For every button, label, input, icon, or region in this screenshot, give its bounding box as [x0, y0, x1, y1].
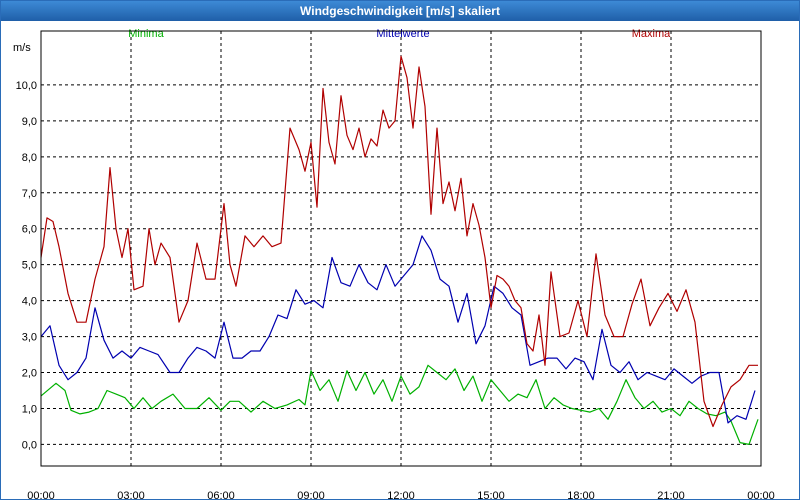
y-axis: m/s 0,0 1,0 2,0 3,0 4,0 5,0 6,0 7,0 8,0 9,0 10,0: [13, 42, 37, 451]
y-tick-label: 9,0: [22, 116, 37, 128]
chart-legend: Minima Mittelwerte Maxima: [128, 28, 671, 40]
x-tick-time: 15:00: [477, 490, 505, 499]
y-tick-label: 7,0: [22, 188, 37, 200]
legend-entry-minima: Minima: [128, 28, 164, 40]
y-tick-label: 8,0: [22, 152, 37, 164]
y-tick-label: 10,0: [16, 80, 37, 92]
y-tick-label: 2,0: [22, 368, 37, 380]
y-tick-label: 4,0: [22, 296, 37, 308]
x-tick-time: 18:00: [567, 490, 595, 499]
x-axis: 00:0005.09.1603:0005.09.1606:0005.09.160…: [27, 490, 775, 499]
chart-canvas: m/s 0,0 1,0 2,0 3,0 4,0 5,0 6,0 7,0 8,0 9,0 10,0 0…: [13, 28, 775, 499]
y-tick-label: 6,0: [22, 224, 37, 236]
chart-grid: [41, 31, 761, 466]
series-line-maxima: [40, 55, 758, 428]
x-tick-time: 03:00: [117, 490, 145, 499]
x-tick-time: 12:00: [387, 490, 415, 499]
x-tick-time: 21:00: [657, 490, 685, 499]
window-title: Windgeschwindigkeit [m/s] skaliert: [1, 1, 799, 21]
series-lines: [40, 55, 759, 445]
x-tick-time: 00:00: [27, 490, 55, 499]
y-tick-label: 5,0: [22, 260, 37, 272]
legend-entry-maxima: Maxima: [632, 28, 671, 40]
series-line-minima: [40, 364, 759, 445]
y-tick-label: 0,0: [22, 439, 37, 451]
legend-entry-mittelwerte: Mittelwerte: [376, 28, 429, 40]
plot-frame: [40, 30, 762, 467]
series-line-mittelwerte: [40, 235, 756, 424]
y-tick-label: 3,0: [22, 332, 37, 344]
x-tick-time: 09:00: [297, 490, 325, 499]
x-tick-time: 06:00: [207, 490, 235, 499]
y-axis-label: m/s: [13, 42, 31, 54]
x-tick-time: 00:00: [747, 490, 775, 499]
y-tick-label: 1,0: [22, 403, 37, 415]
